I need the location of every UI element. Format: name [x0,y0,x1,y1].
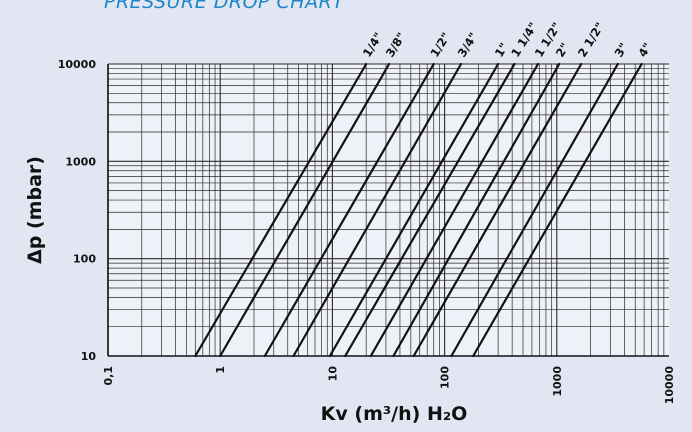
series-label: 4" [635,40,654,59]
x-tick-label: 1000 [551,366,564,397]
x-tick-label: 0,1 [102,366,115,386]
grid [107,63,669,357]
plot-area [108,64,669,356]
y-tick-label: 10 [81,350,97,363]
axes: 10 100 1000 10000 0,1 1 10 100 1000 10000 Kv (m³/h… [24,58,676,425]
y-tick-label: 10000 [58,58,97,71]
series-label: 3/4" [455,30,481,60]
series-line [412,62,583,358]
y-tick-label: 1000 [65,155,96,168]
series-line [219,62,391,358]
series-line [292,62,463,358]
series-label: 1" [492,40,511,59]
series-label: 1/2" [427,30,453,60]
series-line [369,62,540,358]
series-lines [194,62,643,358]
series-line [472,62,643,358]
series-label: 3/8" [383,30,409,60]
series-label: 3" [612,40,631,59]
series-line [392,62,561,358]
series-line [328,62,500,358]
series-label: 1/4" [360,30,386,60]
series-line [450,62,619,358]
y-tick-label: 100 [73,253,96,266]
series-label: 2" [553,40,572,59]
y-axis-label: Δp (mbar) [24,156,46,264]
x-tick-label: 10 [326,366,339,382]
x-axis-label: Kv (m³/h) H₂O [321,403,468,425]
x-tick-label: 100 [439,366,452,389]
series-line [263,62,435,358]
chart-title: PRESSURE DROP CHART [104,0,345,13]
series-label: 2 1/2" [575,20,607,60]
x-tick-label: 1 [214,366,227,374]
series-labels: 1/4"3/8" 1/2" 3/4" 1"1 1/4"1 1/2"2" 2 1/2" 3"… [360,20,655,60]
series-line [344,62,516,358]
x-tick-label: 10000 [663,366,676,405]
series-line [194,62,368,358]
